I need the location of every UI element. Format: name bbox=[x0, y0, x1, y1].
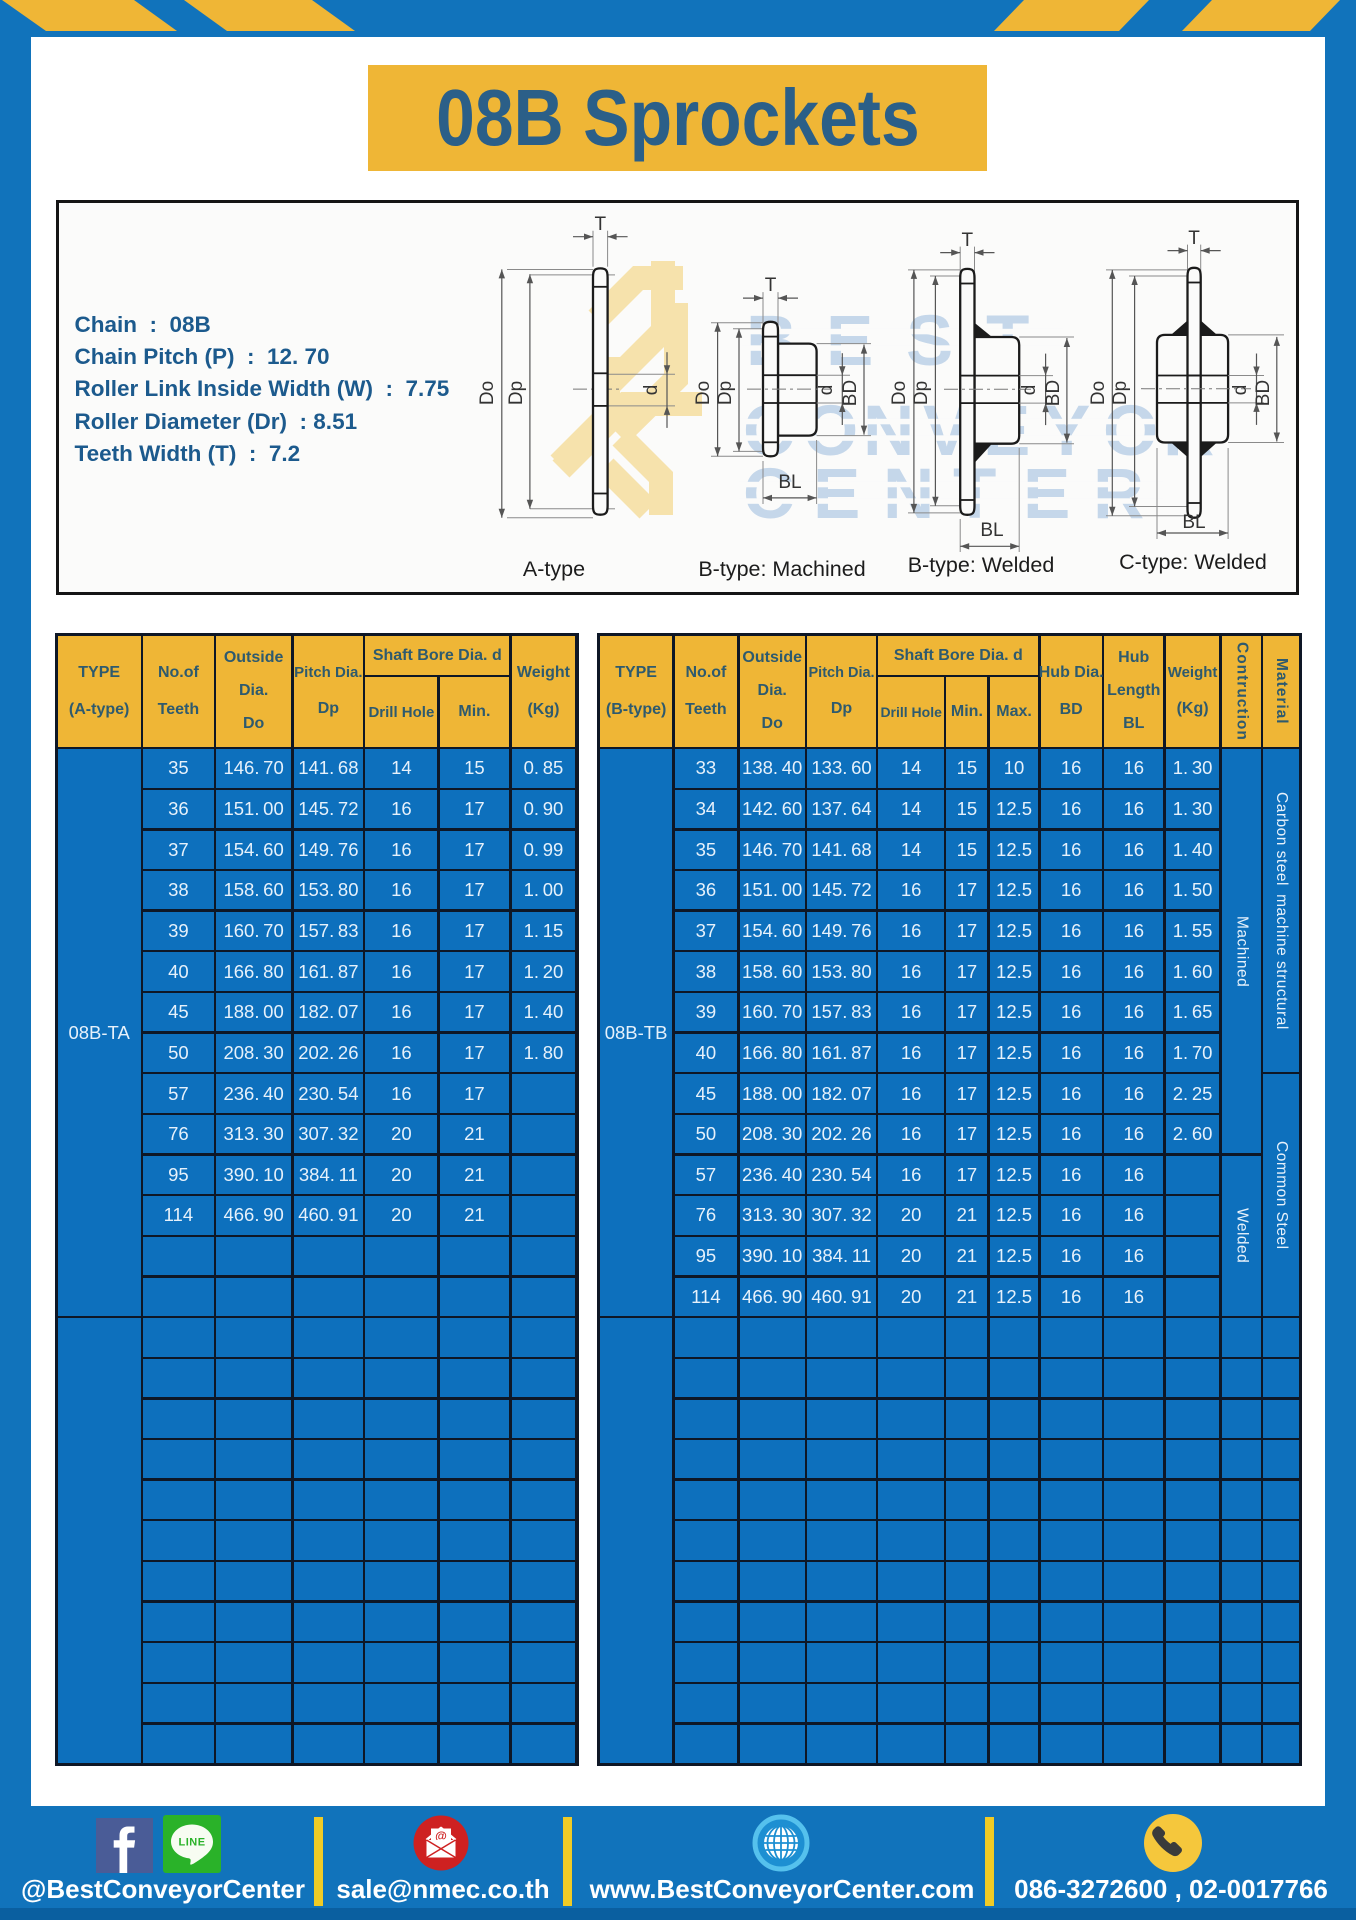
svg-text:T: T bbox=[1188, 228, 1200, 249]
svg-text:B-type: Machined: B-type: Machined bbox=[698, 557, 865, 581]
svg-text:BL: BL bbox=[980, 520, 1003, 541]
svg-text:Do: Do bbox=[693, 381, 714, 405]
svg-text:C: C bbox=[743, 455, 794, 534]
svg-text:BD: BD bbox=[840, 380, 861, 406]
svg-text:d: d bbox=[1019, 385, 1040, 396]
svg-text:T: T bbox=[764, 275, 776, 296]
svg-text:C-type: Welded: C-type: Welded bbox=[1119, 550, 1267, 574]
svg-text:N: N bbox=[883, 455, 934, 534]
svg-text:d: d bbox=[1230, 385, 1251, 396]
svg-text:BD: BD bbox=[1043, 380, 1064, 406]
svg-text:Do: Do bbox=[1088, 381, 1109, 405]
svg-text:BL: BL bbox=[1182, 512, 1205, 533]
svg-text:BL: BL bbox=[778, 472, 801, 493]
svg-text:Dp: Dp bbox=[1110, 381, 1131, 405]
svg-text:A-type: A-type bbox=[522, 557, 584, 581]
svg-text:Do: Do bbox=[477, 381, 498, 405]
svg-text:R: R bbox=[1093, 455, 1144, 534]
svg-text:Do: Do bbox=[889, 381, 910, 405]
svg-text:Dp: Dp bbox=[506, 381, 527, 405]
svg-text:N: N bbox=[863, 392, 914, 471]
svg-text:E: E bbox=[1023, 455, 1070, 534]
svg-text:Dp: Dp bbox=[715, 381, 736, 405]
svg-text:d: d bbox=[816, 385, 837, 396]
svg-text:T: T bbox=[961, 230, 973, 251]
svg-text:LINE: LINE bbox=[178, 1837, 205, 1849]
svg-text:T: T bbox=[594, 214, 606, 235]
svg-text:d: d bbox=[641, 385, 662, 396]
svg-text:E: E bbox=[826, 302, 873, 381]
svg-text:@: @ bbox=[435, 1829, 447, 1843]
svg-text:S: S bbox=[906, 302, 953, 381]
svg-text:Dp: Dp bbox=[911, 381, 932, 405]
svg-text:E: E bbox=[813, 455, 860, 534]
svg-text:B-type: Welded: B-type: Welded bbox=[907, 553, 1054, 577]
svg-text:BD: BD bbox=[1253, 380, 1274, 406]
